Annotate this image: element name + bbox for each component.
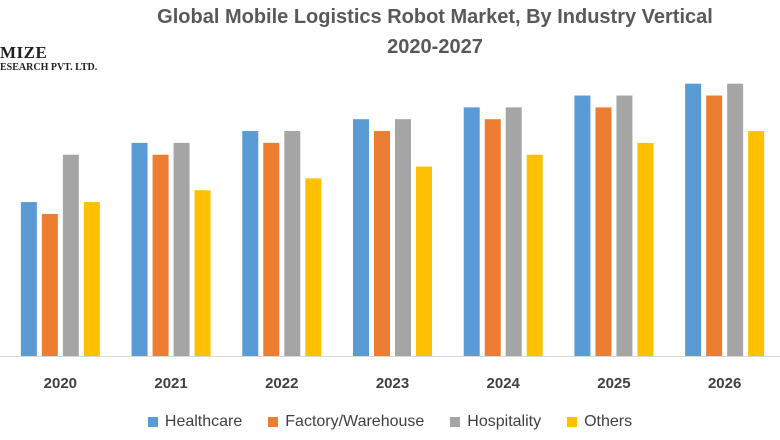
bar-healthcare-2021 bbox=[131, 142, 148, 356]
x-tick-label-2022: 2022 bbox=[265, 375, 298, 392]
bar-factory-warehouse-2023 bbox=[374, 131, 390, 356]
bar-others-2020 bbox=[83, 202, 100, 356]
bar-hospitality-2024 bbox=[505, 107, 522, 356]
bar-others-2024 bbox=[526, 154, 543, 356]
chart-title-line1: Global Mobile Logistics Robot Market, By… bbox=[157, 6, 713, 28]
bar-hospitality-2022 bbox=[284, 131, 301, 356]
bar-factory-warehouse-2021 bbox=[152, 154, 169, 356]
bar-hospitality-2020 bbox=[62, 154, 79, 356]
bar-hospitality-2025 bbox=[616, 95, 633, 357]
bar-others-2025 bbox=[637, 142, 654, 356]
x-tick-label-2024: 2024 bbox=[487, 375, 521, 392]
x-tick-label-2026: 2026 bbox=[708, 375, 741, 392]
bar-factory-warehouse-2026 bbox=[706, 95, 723, 357]
chart-legend: Healthcare Factory/Warehouse Hospitality Ot… bbox=[0, 413, 780, 431]
bar-healthcare-2026 bbox=[685, 83, 702, 357]
bar-factory-warehouse-2025 bbox=[595, 107, 612, 356]
legend-label-healthcare: Healthcare bbox=[164, 413, 243, 430]
bar-healthcare-2024 bbox=[463, 107, 480, 356]
legend-item-factory-warehouse: Factory/Warehouse bbox=[268, 413, 424, 431]
x-tick-label-2023: 2023 bbox=[376, 375, 409, 392]
watermark-logo: MIZE ESEARCH PVT. LTD. bbox=[0, 44, 97, 74]
legend-label-others: Others bbox=[584, 413, 633, 430]
watermark-line2: ESEARCH PVT. LTD. bbox=[0, 62, 98, 73]
legend-swatch-factory-warehouse bbox=[268, 417, 279, 427]
legend-item-hospitality: Hospitality bbox=[450, 413, 541, 431]
bar-hospitality-2021 bbox=[173, 142, 190, 356]
x-tick-label-2025: 2025 bbox=[597, 375, 630, 392]
bar-factory-warehouse-2020 bbox=[41, 213, 58, 356]
bar-hospitality-2023 bbox=[395, 119, 411, 356]
legend-label-factory-warehouse: Factory/Warehouse bbox=[285, 413, 425, 430]
legend-swatch-others bbox=[567, 417, 578, 427]
x-tick-label-2021: 2021 bbox=[154, 375, 187, 392]
bar-healthcare-2023 bbox=[353, 119, 369, 356]
legend-swatch-healthcare bbox=[147, 417, 158, 427]
chart-title-line2: 2020-2027 bbox=[387, 36, 483, 58]
bar-others-2023 bbox=[416, 166, 432, 356]
bar-healthcare-2020 bbox=[20, 202, 37, 356]
legend-swatch-hospitality bbox=[450, 417, 461, 427]
bar-others-2022 bbox=[305, 178, 322, 356]
x-tick-label-2020: 2020 bbox=[44, 375, 77, 392]
bar-hospitality-2026 bbox=[727, 83, 744, 357]
legend-label-hospitality: Hospitality bbox=[467, 413, 542, 430]
bar-factory-warehouse-2022 bbox=[263, 142, 280, 356]
bar-others-2026 bbox=[748, 131, 765, 356]
watermark-line1: MIZE bbox=[0, 43, 48, 62]
bar-healthcare-2025 bbox=[574, 95, 591, 357]
bar-others-2021 bbox=[194, 190, 211, 356]
legend-item-others: Others bbox=[567, 413, 632, 431]
bar-healthcare-2022 bbox=[242, 131, 259, 356]
bar-factory-warehouse-2024 bbox=[484, 119, 501, 356]
legend-item-healthcare: Healthcare bbox=[147, 413, 243, 431]
